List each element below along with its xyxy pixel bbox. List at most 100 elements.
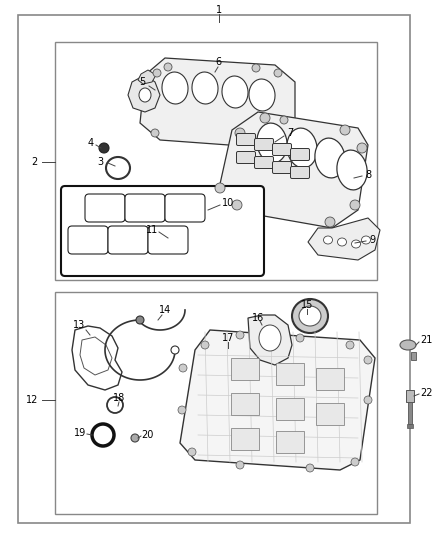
- Bar: [316, 403, 344, 425]
- Ellipse shape: [192, 72, 218, 104]
- Circle shape: [164, 63, 172, 71]
- Text: 19: 19: [74, 428, 86, 438]
- Bar: [231, 428, 259, 450]
- Bar: [18, 15, 410, 523]
- Polygon shape: [138, 70, 156, 84]
- Circle shape: [235, 128, 245, 138]
- Ellipse shape: [299, 306, 321, 326]
- Polygon shape: [248, 315, 292, 365]
- Circle shape: [151, 129, 159, 137]
- Bar: [276, 363, 304, 385]
- Circle shape: [350, 200, 360, 210]
- Ellipse shape: [292, 299, 328, 333]
- FancyBboxPatch shape: [254, 139, 273, 150]
- Text: 13: 13: [73, 320, 85, 330]
- Ellipse shape: [222, 76, 248, 108]
- Text: 17: 17: [222, 333, 234, 343]
- Circle shape: [136, 316, 144, 324]
- Bar: [411, 352, 416, 360]
- Bar: [407, 424, 413, 428]
- Circle shape: [201, 341, 209, 349]
- FancyBboxPatch shape: [272, 143, 292, 156]
- Polygon shape: [140, 58, 295, 148]
- Circle shape: [252, 64, 260, 72]
- Bar: [276, 398, 304, 420]
- Circle shape: [351, 458, 359, 466]
- Circle shape: [280, 116, 288, 124]
- Ellipse shape: [287, 128, 317, 168]
- Ellipse shape: [361, 236, 371, 244]
- FancyBboxPatch shape: [237, 133, 255, 146]
- Text: 1: 1: [216, 5, 222, 15]
- Polygon shape: [128, 75, 160, 112]
- FancyBboxPatch shape: [85, 194, 125, 222]
- Ellipse shape: [315, 138, 345, 178]
- Text: 16: 16: [252, 313, 264, 323]
- Ellipse shape: [400, 340, 416, 350]
- Circle shape: [178, 406, 186, 414]
- Circle shape: [340, 125, 350, 135]
- Text: 22: 22: [420, 388, 432, 398]
- Text: 11: 11: [146, 225, 158, 235]
- Text: 10: 10: [222, 198, 234, 208]
- Text: 6: 6: [215, 57, 221, 67]
- FancyBboxPatch shape: [254, 157, 273, 168]
- Circle shape: [215, 183, 225, 193]
- Circle shape: [274, 69, 282, 77]
- Text: 12: 12: [26, 395, 38, 405]
- FancyBboxPatch shape: [125, 194, 165, 222]
- FancyBboxPatch shape: [237, 151, 255, 164]
- Circle shape: [179, 364, 187, 372]
- Ellipse shape: [259, 325, 281, 351]
- Polygon shape: [80, 337, 112, 375]
- Circle shape: [236, 461, 244, 469]
- Circle shape: [296, 334, 304, 342]
- Ellipse shape: [352, 240, 360, 248]
- Circle shape: [306, 464, 314, 472]
- Bar: [316, 368, 344, 390]
- Circle shape: [325, 217, 335, 227]
- Text: 15: 15: [301, 300, 313, 310]
- Polygon shape: [218, 112, 368, 228]
- FancyBboxPatch shape: [272, 161, 292, 174]
- Text: 3: 3: [97, 157, 103, 167]
- Ellipse shape: [324, 236, 332, 244]
- Circle shape: [236, 331, 244, 339]
- Polygon shape: [308, 218, 380, 260]
- Text: 2: 2: [32, 157, 38, 167]
- FancyBboxPatch shape: [61, 186, 264, 276]
- Text: 20: 20: [141, 430, 153, 440]
- Circle shape: [357, 143, 367, 153]
- Text: 14: 14: [159, 305, 171, 315]
- Circle shape: [364, 356, 372, 364]
- FancyBboxPatch shape: [148, 226, 188, 254]
- Text: 4: 4: [88, 138, 94, 148]
- Bar: [231, 393, 259, 415]
- Circle shape: [260, 113, 270, 123]
- Bar: [55, 292, 377, 514]
- Text: 8: 8: [365, 170, 371, 180]
- Ellipse shape: [139, 88, 151, 102]
- FancyBboxPatch shape: [108, 226, 148, 254]
- Bar: [276, 431, 304, 453]
- Circle shape: [188, 448, 196, 456]
- FancyBboxPatch shape: [290, 149, 310, 160]
- Ellipse shape: [257, 123, 287, 163]
- Bar: [55, 42, 377, 280]
- Text: 9: 9: [369, 235, 375, 245]
- Circle shape: [153, 69, 161, 77]
- FancyBboxPatch shape: [290, 166, 310, 179]
- Bar: [406, 390, 414, 402]
- Circle shape: [261, 136, 269, 144]
- Circle shape: [346, 341, 354, 349]
- Polygon shape: [180, 330, 375, 470]
- FancyBboxPatch shape: [165, 194, 205, 222]
- Bar: [231, 358, 259, 380]
- Text: 18: 18: [113, 393, 125, 403]
- Ellipse shape: [249, 79, 275, 111]
- Text: 21: 21: [420, 335, 432, 345]
- Text: 7: 7: [287, 128, 293, 138]
- Circle shape: [131, 434, 139, 442]
- Circle shape: [99, 143, 109, 153]
- Bar: [408, 402, 412, 424]
